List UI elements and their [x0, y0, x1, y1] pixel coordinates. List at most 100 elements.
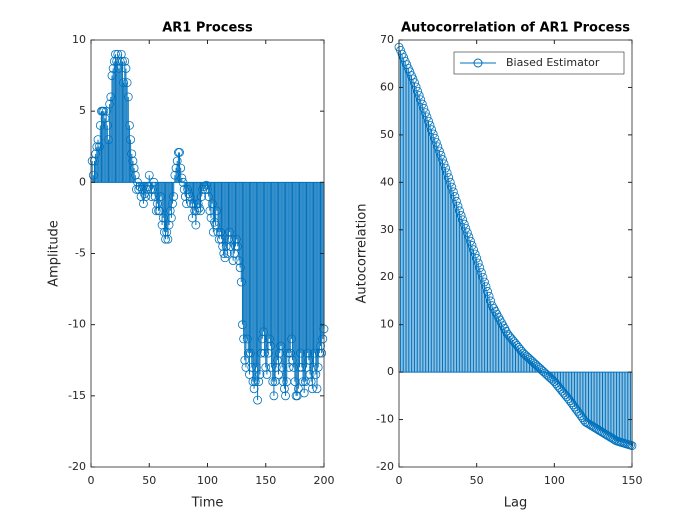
y-tick-label: 50	[380, 128, 394, 141]
stem-marker	[484, 291, 494, 301]
chart-title: AR1 Process	[162, 21, 253, 36]
stem-marker	[498, 321, 508, 331]
stem-marker	[295, 362, 304, 372]
stem-marker	[313, 362, 323, 372]
y-axis-label: Amplitude	[47, 220, 62, 287]
stem-marker	[111, 49, 120, 59]
stem-marker	[305, 370, 315, 379]
stem-marker	[416, 95, 426, 105]
stem-marker	[232, 234, 242, 244]
stem-marker	[252, 362, 261, 372]
stem-marker	[478, 272, 488, 282]
stem-marker	[448, 187, 458, 197]
stem-marker	[464, 232, 474, 242]
stem-marker	[229, 249, 239, 258]
stem-marker	[108, 64, 118, 73]
stem-marker	[303, 348, 313, 358]
legend-marker	[473, 58, 483, 68]
y-tick-label: 30	[380, 223, 394, 236]
axes: 0 50 100 150 -20 -10 0 10 20 30 40 50 60 70 Autocorrel…	[355, 21, 643, 511]
stem-marker	[133, 177, 143, 187]
stem-marker	[163, 234, 173, 244]
stem-marker	[213, 227, 223, 237]
stem-marker	[119, 78, 129, 88]
stem-marker	[191, 220, 201, 230]
stem-marker	[127, 149, 137, 159]
stem-marker	[286, 334, 296, 344]
stem-marker	[204, 192, 214, 201]
stem-marker	[396, 46, 405, 55]
stem-marker	[146, 185, 155, 194]
stem-marker	[257, 334, 267, 344]
stem-marker	[312, 384, 322, 394]
stem-marker	[500, 324, 510, 333]
stem-marker	[116, 49, 126, 59]
stem-marker	[283, 348, 293, 358]
stem-marker	[159, 227, 169, 237]
stem-marker	[243, 348, 253, 358]
stem-marker	[254, 377, 264, 387]
y-tick-label: -10	[68, 318, 86, 331]
stem-marker	[425, 121, 435, 130]
stem-marker	[299, 388, 309, 398]
stem-marker	[461, 223, 471, 233]
y-tick-label: 0	[387, 365, 394, 378]
stem-marker	[177, 173, 187, 183]
stem-marker	[200, 185, 210, 194]
plot-area	[399, 40, 632, 467]
stem-marker	[212, 206, 222, 216]
stem-marker	[147, 192, 156, 201]
stem-marker	[126, 135, 136, 145]
stem-marker	[102, 121, 112, 130]
stem-marker	[473, 258, 483, 268]
x-tick-label: 100	[544, 474, 565, 487]
stem-marker	[207, 199, 217, 209]
stem-marker	[166, 213, 176, 223]
stem-marker	[128, 156, 138, 166]
stem-marker	[197, 192, 207, 201]
stem-marker	[494, 312, 503, 322]
stem-marker	[470, 249, 480, 259]
stem-marker	[487, 301, 497, 311]
stem-marker	[143, 182, 153, 192]
stem-marker	[233, 241, 243, 251]
x-tick-label: 50	[470, 474, 484, 487]
stem-marker	[424, 116, 433, 126]
stem-marker	[274, 370, 283, 379]
stem-marker	[175, 148, 184, 157]
legend-box	[453, 51, 625, 75]
stem-marker	[434, 146, 444, 156]
stem-marker	[436, 150, 446, 160]
stem-marker	[277, 362, 287, 372]
stem-marker	[90, 156, 99, 166]
stem-marker	[248, 377, 258, 387]
stem-marker	[217, 234, 226, 244]
stem-marker	[402, 60, 412, 70]
x-tick-label: 150	[622, 474, 643, 487]
stem-marker	[278, 377, 288, 387]
stem-marker	[236, 277, 246, 287]
stem-marker	[269, 391, 279, 401]
stem-marker	[227, 234, 237, 244]
stem-marker	[422, 112, 432, 122]
stem-marker	[253, 395, 262, 405]
stem-marker	[186, 199, 196, 209]
stem-marker	[122, 78, 132, 88]
stem-marker	[246, 348, 256, 358]
stem-marker	[455, 206, 464, 216]
stem-marker	[481, 282, 491, 292]
stem-marker	[490, 306, 500, 316]
stem-marker	[214, 234, 224, 244]
stem-marker	[405, 67, 415, 77]
y-tick-label: -20	[68, 460, 86, 473]
stem-marker	[91, 149, 101, 159]
y-tick-label: 70	[380, 33, 394, 46]
stem-marker	[234, 256, 244, 266]
stem-marker	[444, 173, 454, 182]
stem-marker	[492, 309, 502, 319]
stem-marker	[489, 304, 499, 313]
y-tick-label: 20	[380, 270, 394, 283]
stem-marker	[178, 177, 188, 187]
stem-marker	[546, 374, 556, 384]
stem-marker	[203, 185, 212, 194]
